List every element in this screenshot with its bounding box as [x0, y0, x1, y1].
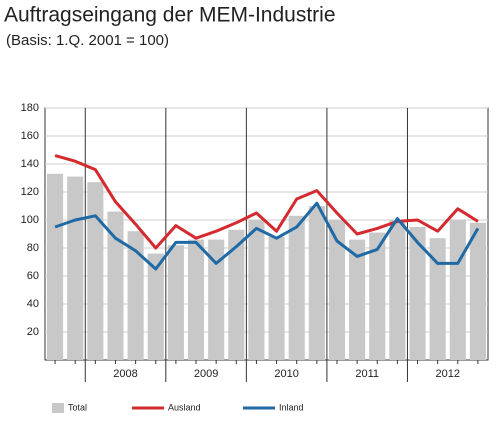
bar: [469, 222, 486, 360]
bar: [87, 182, 104, 360]
x-tick-label: 2012: [435, 368, 459, 380]
bar: [409, 227, 426, 360]
y-tick-label: 20: [27, 326, 39, 338]
bar: [67, 176, 84, 360]
chart-subtitle: (Basis: 1.Q. 2001 = 100): [6, 32, 169, 49]
bar: [208, 239, 225, 360]
y-tick-label: 60: [27, 270, 39, 282]
y-tick-label: 100: [21, 214, 39, 226]
bar: [127, 231, 144, 360]
y-tick-label: 40: [27, 298, 39, 310]
bar: [449, 220, 466, 360]
y-tick-label: 140: [21, 158, 39, 170]
bar: [228, 229, 245, 360]
y-tick-label: 160: [21, 130, 39, 142]
y-tick-label: 80: [27, 242, 39, 254]
bar: [288, 215, 305, 360]
bar: [349, 239, 366, 360]
x-tick-label: 2009: [194, 368, 218, 380]
legend-label: Inland: [279, 402, 304, 412]
y-tick-label: 120: [21, 186, 39, 198]
bar: [147, 253, 164, 360]
line: [54, 154, 479, 250]
legend-label: Total: [68, 402, 87, 412]
bar: [107, 211, 124, 360]
legend-label: Ausland: [168, 402, 201, 412]
bar: [369, 232, 386, 360]
bar: [389, 220, 406, 360]
x-tick-label: 2008: [113, 368, 137, 380]
bar: [248, 220, 265, 360]
bar: [268, 236, 285, 360]
x-tick-label: 2010: [274, 368, 298, 380]
bar: [429, 238, 446, 360]
y-tick-label: 180: [21, 102, 39, 114]
line: [54, 201, 480, 271]
bar: [328, 220, 346, 360]
chart-title: Auftragseingang der MEM-Industrie: [4, 4, 336, 27]
legend-swatch: [52, 403, 64, 413]
bar: [187, 239, 205, 360]
bar: [47, 173, 64, 360]
bar: [167, 245, 184, 360]
x-tick-label: 2011: [355, 368, 379, 380]
bar: [308, 206, 325, 360]
